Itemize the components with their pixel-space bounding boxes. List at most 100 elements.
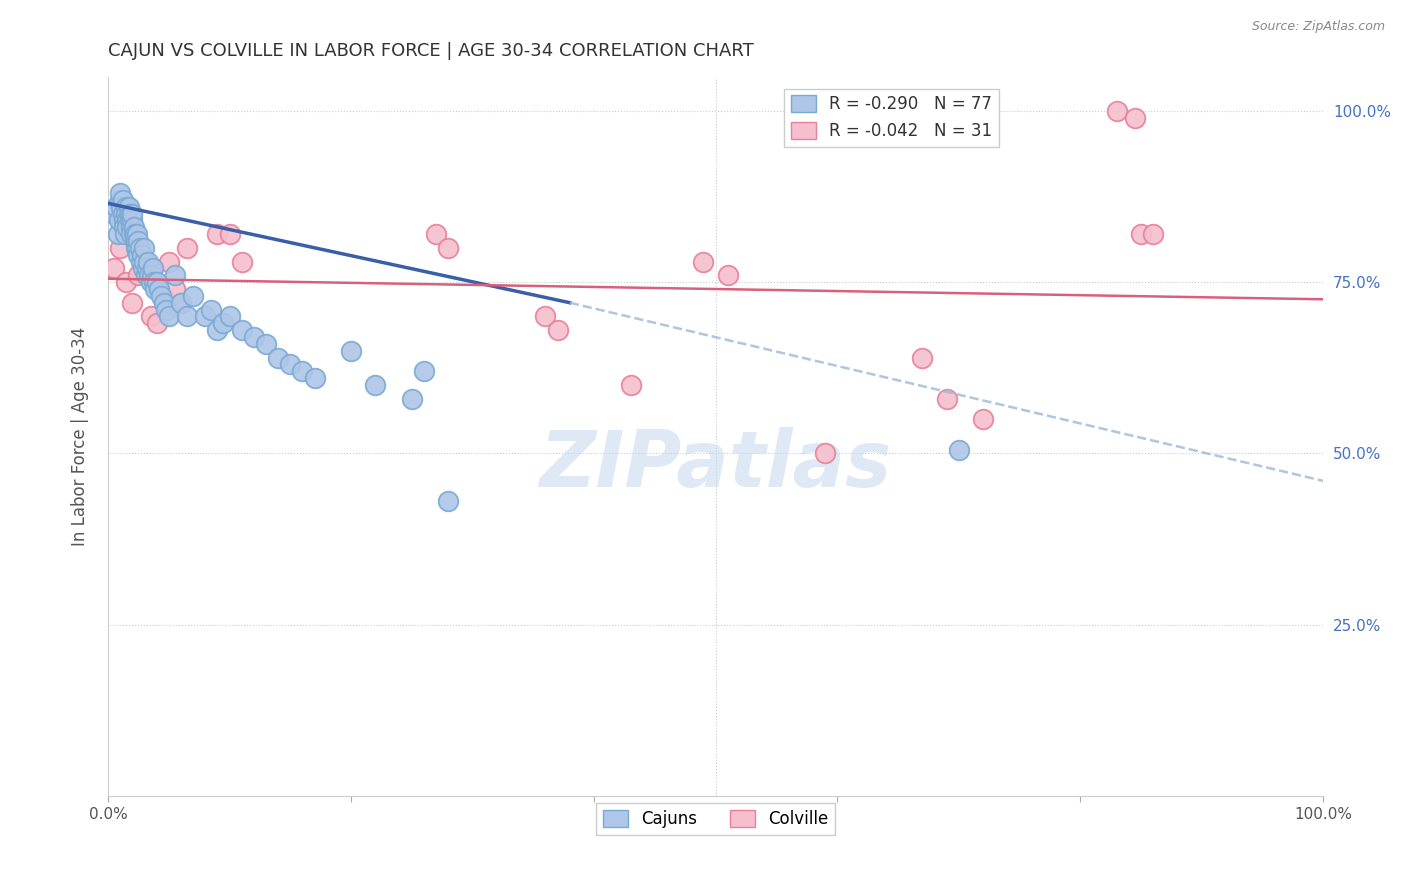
Point — [194, 310, 217, 324]
Point — [619, 378, 641, 392]
Point — [115, 275, 138, 289]
Point — [108, 241, 131, 255]
Point — [125, 234, 148, 248]
Point — [364, 378, 387, 392]
Point — [157, 254, 180, 268]
Point — [121, 207, 143, 221]
Point — [692, 254, 714, 268]
Point — [155, 302, 177, 317]
Point — [1123, 111, 1146, 125]
Point — [127, 268, 149, 283]
Point — [135, 261, 157, 276]
Point — [200, 302, 222, 317]
Point — [103, 261, 125, 276]
Point — [148, 282, 170, 296]
Point — [125, 241, 148, 255]
Point — [131, 248, 153, 262]
Point — [127, 248, 149, 262]
Point — [163, 268, 186, 283]
Point — [103, 207, 125, 221]
Point — [134, 241, 156, 255]
Point — [115, 207, 138, 221]
Point — [121, 295, 143, 310]
Point — [437, 494, 460, 508]
Point — [814, 446, 837, 460]
Point — [127, 234, 149, 248]
Point — [163, 282, 186, 296]
Point — [124, 234, 146, 248]
Point — [425, 227, 447, 242]
Point — [108, 193, 131, 207]
Point — [118, 200, 141, 214]
Point — [181, 289, 204, 303]
Point — [911, 351, 934, 365]
Point — [218, 310, 240, 324]
Point — [534, 310, 557, 324]
Point — [132, 261, 155, 276]
Point — [141, 268, 163, 283]
Text: Source: ZipAtlas.com: Source: ZipAtlas.com — [1251, 20, 1385, 33]
Point — [170, 295, 193, 310]
Point — [128, 241, 150, 255]
Point — [117, 213, 139, 227]
Point — [143, 275, 166, 289]
Point — [118, 207, 141, 221]
Point — [139, 310, 162, 324]
Point — [176, 310, 198, 324]
Point — [118, 213, 141, 227]
Point — [1130, 227, 1153, 242]
Point — [157, 310, 180, 324]
Point — [108, 186, 131, 200]
Point — [340, 343, 363, 358]
Point — [278, 358, 301, 372]
Point — [717, 268, 740, 283]
Point — [134, 254, 156, 268]
Point — [122, 220, 145, 235]
Point — [935, 392, 957, 406]
Point — [1105, 103, 1128, 118]
Point — [107, 227, 129, 242]
Point — [972, 412, 994, 426]
Point — [129, 254, 152, 268]
Point — [127, 241, 149, 255]
Point — [110, 200, 132, 214]
Point — [207, 323, 229, 337]
Y-axis label: In Labor Force | Age 30-34: In Labor Force | Age 30-34 — [72, 326, 89, 546]
Point — [176, 241, 198, 255]
Point — [138, 268, 160, 283]
Point — [120, 220, 142, 235]
Point — [122, 227, 145, 242]
Point — [254, 336, 277, 351]
Point — [267, 351, 290, 365]
Point — [243, 330, 266, 344]
Point — [231, 254, 253, 268]
Point — [145, 316, 167, 330]
Point — [152, 289, 174, 303]
Point — [401, 392, 423, 406]
Point — [136, 254, 159, 268]
Point — [112, 220, 135, 235]
Text: ZIPatlas: ZIPatlas — [540, 427, 891, 503]
Point — [134, 254, 156, 268]
Point — [948, 443, 970, 458]
Point — [115, 200, 138, 214]
Point — [413, 364, 436, 378]
Point — [111, 207, 134, 221]
Point — [231, 323, 253, 337]
Point — [218, 227, 240, 242]
Point — [304, 371, 326, 385]
Point — [437, 241, 460, 255]
Text: CAJUN VS COLVILLE IN LABOR FORCE | AGE 30-34 CORRELATION CHART: CAJUN VS COLVILLE IN LABOR FORCE | AGE 3… — [108, 42, 754, 60]
Point — [105, 200, 128, 214]
Point — [1142, 227, 1164, 242]
Point — [111, 193, 134, 207]
Point — [153, 295, 176, 310]
Point — [139, 275, 162, 289]
Point — [112, 213, 135, 227]
Point — [114, 227, 136, 242]
Point — [170, 295, 193, 310]
Point — [145, 282, 167, 296]
Point — [117, 220, 139, 235]
Point — [150, 289, 173, 303]
Legend: Cajuns, Colville: Cajuns, Colville — [596, 803, 835, 835]
